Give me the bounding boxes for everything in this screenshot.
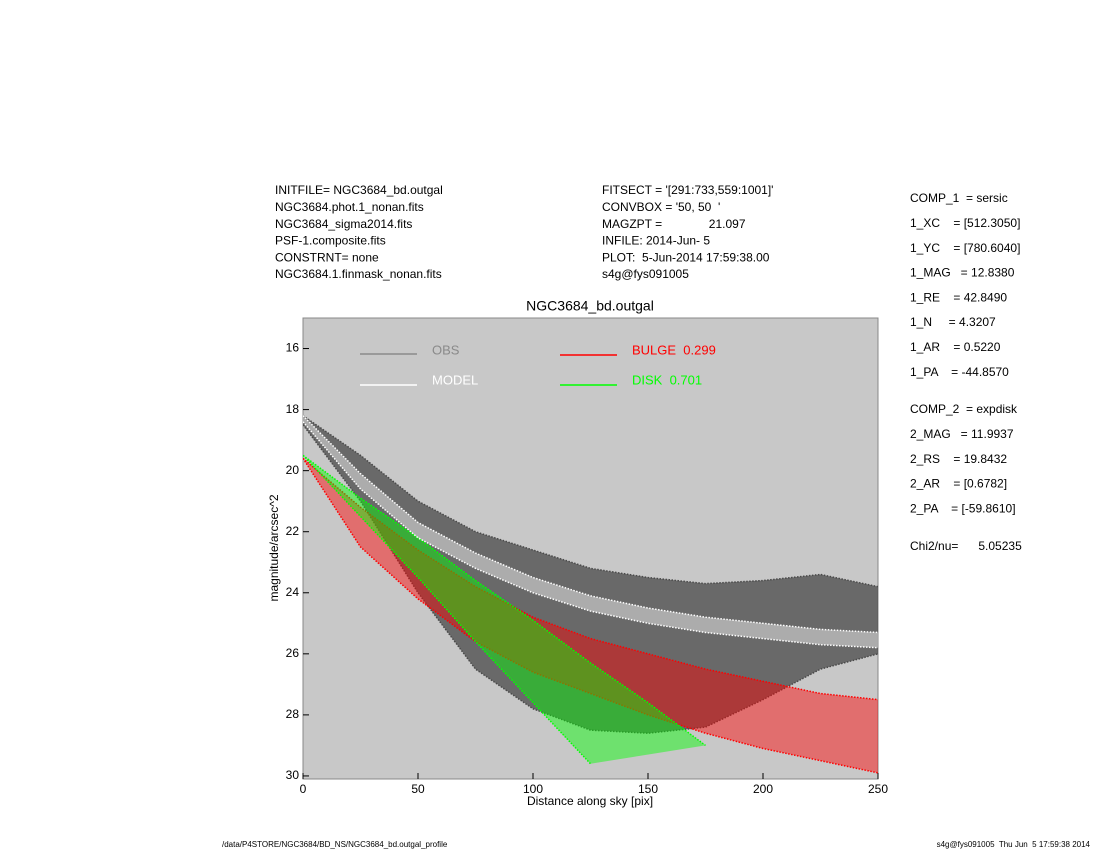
legend-label: DISK 0.701 xyxy=(632,372,702,387)
band-edge xyxy=(303,421,878,649)
param-text: 2_AR = [0.6782] xyxy=(910,477,1007,491)
band-fill xyxy=(303,455,706,764)
info-text: NGC3684.phot.1_nonan.fits xyxy=(275,200,424,214)
param-text: 2_MAG = 11.9937 xyxy=(910,427,1014,441)
info-text: INFILE: 2014-Jun- 5 xyxy=(602,234,710,248)
info-text: PSF-1.composite.fits xyxy=(275,234,386,248)
x-tick-label: 100 xyxy=(523,782,543,796)
param-text: 2_RS = 19.8432 xyxy=(910,452,1007,466)
x-tick-label: 150 xyxy=(638,782,658,796)
y-tick-label: 28 xyxy=(286,707,300,721)
param-text: COMP_2 = expdisk xyxy=(910,402,1018,416)
band-fill xyxy=(303,415,878,734)
x-tick-label: 50 xyxy=(411,782,425,796)
param-text: 1_AR = 0.5220 xyxy=(910,340,1001,354)
band-fill xyxy=(303,458,878,773)
chart-title: NGC3684_bd.outgal xyxy=(526,298,654,314)
footer-right: s4g@fys091005 Thu Jun 5 17:59:38 2014 xyxy=(937,840,1091,849)
y-tick-label: 20 xyxy=(286,463,300,477)
info-text: CONVBOX = '50, 50 ' xyxy=(602,200,720,214)
band-edge xyxy=(303,454,592,765)
info-text: INITFILE= NGC3684_bd.outgal xyxy=(275,183,443,197)
param-text: 1_MAG = 12.8380 xyxy=(910,266,1015,280)
info-text: s4g@fys091005 xyxy=(602,267,689,281)
y-tick-label: 18 xyxy=(286,402,300,416)
y-tick-label: 30 xyxy=(286,768,300,782)
info-text: NGC3684.1.finmask_nonan.fits xyxy=(275,267,442,281)
info-text: NGC3684_sigma2014.fits xyxy=(275,217,412,231)
info-text: FITSECT = '[291:733,559:1001]' xyxy=(602,183,773,197)
band-edge xyxy=(303,424,878,734)
y-axis-label: magnitude/arcsec^2 xyxy=(267,494,281,601)
y-tick-label: 26 xyxy=(286,646,300,660)
legend-label: OBS xyxy=(432,342,460,357)
x-axis-label: Distance along sky [pix] xyxy=(527,794,653,808)
y-tick-label: 16 xyxy=(286,341,300,355)
param-text: Chi2/nu= 5.05235 xyxy=(910,539,1022,553)
y-tick-label: 22 xyxy=(286,524,300,538)
band-edge xyxy=(303,458,878,774)
x-tick-label: 0 xyxy=(300,782,307,796)
param-text: 2_PA = [-59.8610] xyxy=(910,501,1016,515)
legend-label: MODEL xyxy=(432,372,478,387)
param-text: 1_YC = [780.6040] xyxy=(910,241,1020,255)
param-text: 1_XC = [512.3050] xyxy=(910,216,1020,230)
band-edge xyxy=(303,415,878,588)
band-fill xyxy=(303,415,878,648)
info-text: MAGZPT = 21.097 xyxy=(602,217,746,231)
info-text: PLOT: 5-Jun-2014 17:59:38.00 xyxy=(602,250,770,264)
footer-left: /data/P4STORE/NGC3684/BD_NS/NGC3684_bd.o… xyxy=(222,840,448,849)
param-text: 1_PA = -44.8570 xyxy=(910,365,1009,379)
param-text: 1_RE = 42.8490 xyxy=(910,290,1007,304)
param-text: 1_N = 4.3207 xyxy=(910,315,996,329)
x-tick-label: 200 xyxy=(753,782,773,796)
band-edge xyxy=(303,415,878,634)
param-text: COMP_1 = sersic xyxy=(910,191,1008,205)
y-tick-label: 24 xyxy=(286,585,300,599)
info-text: CONSTRNT= none xyxy=(275,250,379,264)
band-edge xyxy=(303,457,878,701)
x-tick-label: 250 xyxy=(868,782,888,796)
legend-label: BULGE 0.299 xyxy=(632,342,716,357)
